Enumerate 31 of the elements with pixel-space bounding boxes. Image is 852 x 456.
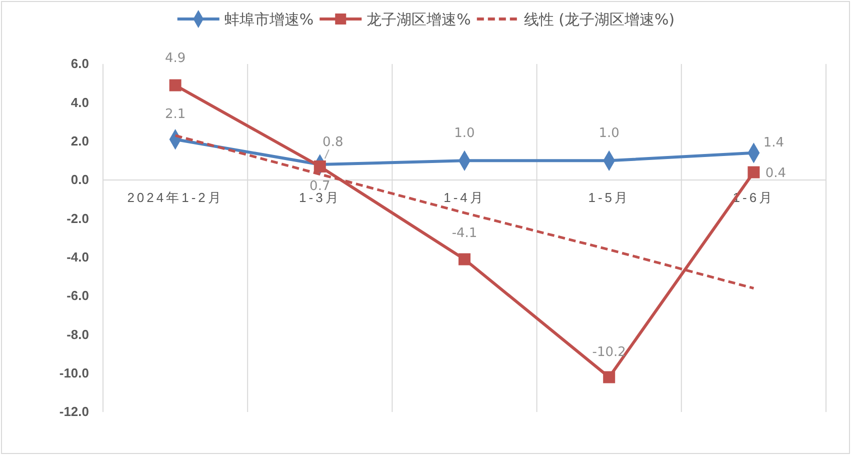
y-tick-label: 0.0 [70,172,89,188]
legend-label: 蚌埠市增速% [224,10,314,28]
y-tick-label: -12.0 [59,404,89,420]
data-label: 0.4 [765,166,786,181]
y-tick-label: 6.0 [70,56,89,72]
point [603,371,616,384]
y-tick-label: -10.0 [59,365,89,380]
point [458,253,470,266]
y-tick-label: -4.0 [66,249,89,264]
legend-label: 线性 (龙子湖区增速%) [524,10,675,28]
x-tick-label: 2024年1-2月 [127,190,224,206]
data-label: -10.2 [592,344,626,360]
y-tick-label: -6.0 [66,288,89,304]
data-label: 0.8 [322,135,344,150]
point [169,79,182,92]
y-tick-label: 2.0 [70,133,89,148]
y-tick-label: 4.0 [70,94,89,110]
data-label: 2.1 [164,106,186,122]
data-label: 1.0 [598,126,620,142]
legend-label: 龙子湖区增速% [366,10,471,28]
x-tick-label: 1-5月 [588,190,630,206]
point [748,166,760,178]
x-tick-label: 1-3月 [299,190,341,206]
y-tick-label: -2.0 [66,210,89,226]
y-tick-label: -8.0 [66,326,89,342]
data-label: -4.1 [452,226,478,241]
data-label: 4.9 [164,50,186,66]
x-tick-label: 1-4月 [444,190,486,206]
data-label: 1.0 [454,126,475,142]
data-label: 1.4 [763,135,784,150]
point [314,160,326,172]
